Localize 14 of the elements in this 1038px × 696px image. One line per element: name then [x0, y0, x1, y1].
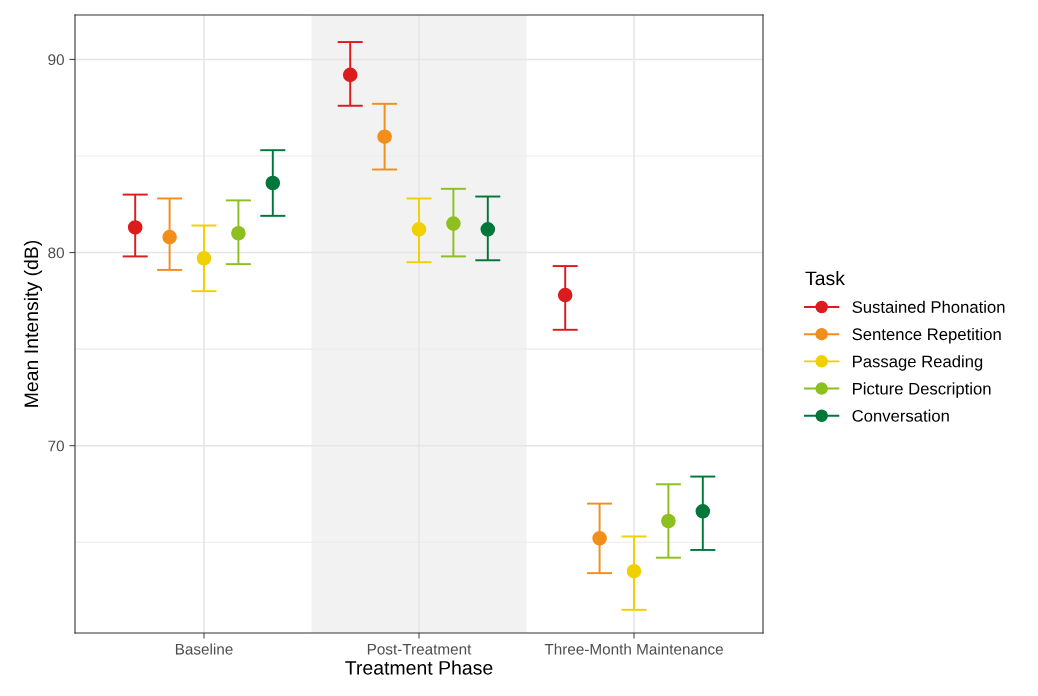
y-tick-label: 80	[48, 247, 64, 259]
y-tick-label: 90	[48, 54, 64, 66]
legend-label: Passage Reading	[853, 355, 983, 371]
legend-title: Task	[805, 270, 845, 286]
x-tick-label: Baseline	[175, 643, 233, 655]
legend-label: Conversation	[852, 409, 949, 422]
legend-label: Sentence Repetition	[852, 327, 1001, 344]
x-tick-label: Three-Month Maintenance	[544, 643, 723, 655]
legend-label: Picture Description	[853, 382, 991, 398]
legend-label: Sustained Phonation	[852, 300, 1005, 313]
y-tick-label: 70	[48, 440, 64, 452]
y-axis-title: Mean Intensity (dB)	[23, 240, 43, 407]
x-tick-label: Post-Treatment	[367, 643, 472, 655]
x-axis-title: Treatment Phase	[345, 660, 493, 675]
